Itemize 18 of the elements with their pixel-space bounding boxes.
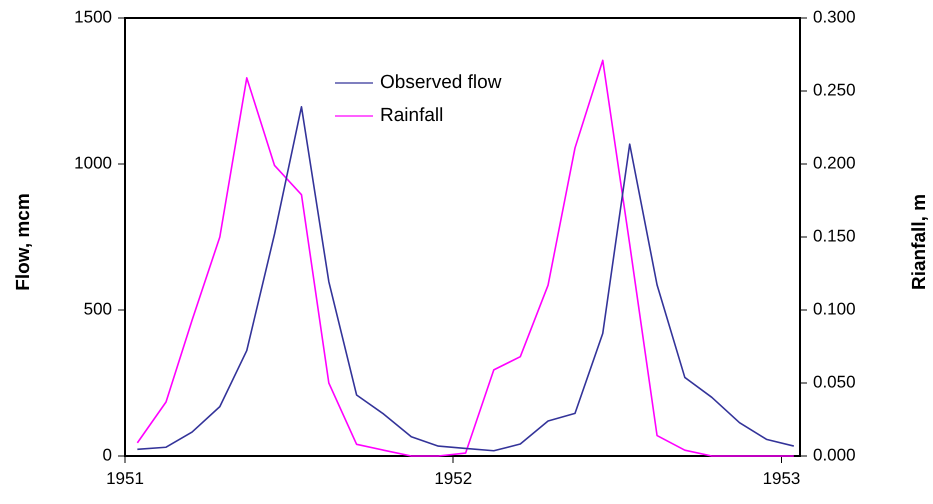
x-tick-label: 1951 [106,468,144,488]
y2-tick-label: 0.300 [813,8,856,27]
y2-tick-label: 0.200 [813,154,856,173]
y2-tick-label: 0.250 [813,80,856,100]
y2-tick-label: 0.000 [813,446,856,465]
y-tick-label: 1000 [74,154,112,173]
y2-axis-title: Rianfall, m [909,194,930,290]
y-tick-label: 0 [102,446,112,465]
x-tick-label: 1953 [762,468,800,488]
y2-tick-label: 0.100 [813,300,856,319]
x-tick-label: 1952 [434,468,472,488]
y-axis-title: Flow, mcm [13,193,34,291]
y-tick-label: 500 [84,300,112,319]
y2-tick-label: 0.050 [813,372,856,392]
legend-label: Observed flow [380,72,502,94]
y-tick-label: 1500 [74,8,112,27]
legend-label: Rainfall [380,105,444,126]
y2-tick-label: 0.150 [813,226,856,246]
